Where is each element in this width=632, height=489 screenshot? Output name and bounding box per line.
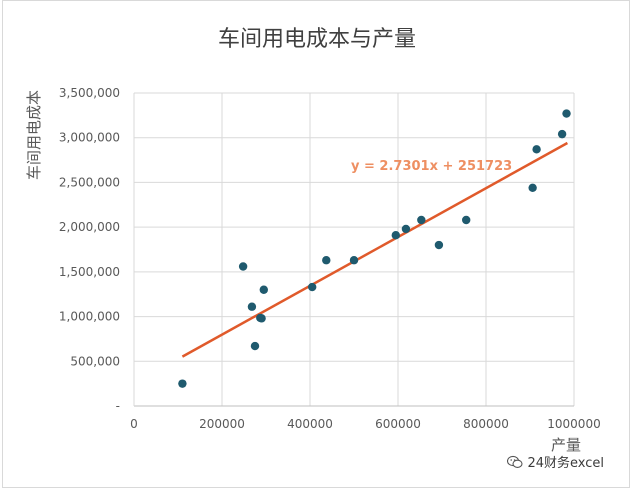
data-point (250, 341, 260, 351)
y-tick-labels: - 500,000 1,000,000 1,500,000 2,000,000 2,500… (59, 86, 120, 413)
data-point (562, 109, 571, 118)
data-point (349, 256, 359, 265)
y-tick-label: 500,000 (70, 354, 120, 368)
x-axis-title: 产量 (551, 436, 581, 454)
data-point (528, 183, 537, 192)
data-point (557, 129, 567, 139)
data-points (178, 109, 571, 388)
y-tick-label: 1,500,000 (59, 265, 120, 279)
y-tick-label: 2,000,000 (59, 220, 120, 234)
data-point (391, 230, 400, 240)
x-tick-labels: 0 200000 400000 600000 800000 1000000 (130, 417, 601, 431)
x-tick-label: 200000 (199, 417, 245, 431)
wechat-icon (507, 455, 524, 468)
y-tick-label: 2,500,000 (59, 175, 120, 189)
y-axis-title: 车间用电成本 (25, 90, 43, 180)
x-tick-label: 1000000 (547, 417, 600, 431)
x-tick-label: 400000 (287, 417, 333, 431)
data-point (238, 262, 248, 271)
y-tick-label: 1,000,000 (59, 310, 120, 324)
data-point (462, 215, 471, 225)
x-tick-label: 600000 (375, 417, 421, 431)
trendline-equation: y = 2.7301x + 251723 (351, 159, 512, 174)
watermark: 24财务excel (507, 452, 604, 471)
data-point (308, 282, 317, 292)
chart-title: 车间用电成本与产量 (218, 27, 416, 52)
trendline-segment (181, 141, 569, 358)
data-point (257, 314, 266, 323)
data-point (532, 145, 541, 154)
y-tick-label: 3,500,000 (59, 86, 120, 100)
data-point (322, 256, 331, 265)
y-tick-label: 3,000,000 (59, 131, 120, 145)
axes (133, 93, 574, 407)
trendline (181, 141, 569, 358)
gridlines (134, 92, 575, 406)
data-point (401, 224, 411, 234)
y-tick-label: - (116, 399, 120, 413)
x-tick-label: 800000 (463, 417, 509, 431)
data-point (247, 302, 257, 311)
data-point (178, 379, 187, 388)
data-point (417, 215, 426, 225)
x-tick-label: 0 (130, 417, 138, 431)
data-point (259, 285, 268, 294)
data-point (434, 240, 444, 250)
watermark-text: 24财务excel (527, 456, 604, 471)
